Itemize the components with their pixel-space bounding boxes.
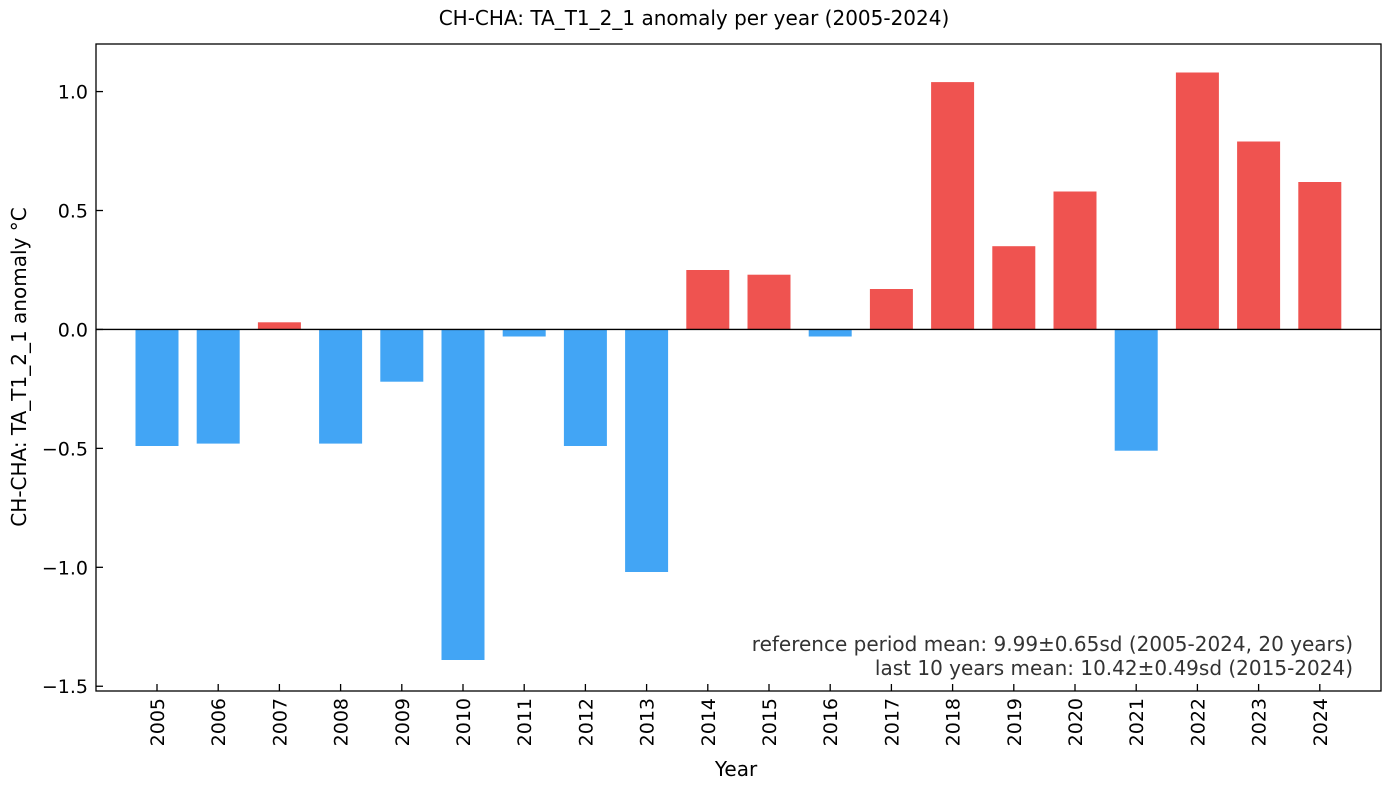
last-decade-mean-annotation: last 10 years mean: 10.42±0.49sd (2015-2… — [875, 656, 1353, 680]
bar-2017 — [869, 289, 913, 330]
bar-2013 — [625, 329, 669, 572]
bar-2011 — [502, 329, 546, 337]
reference-mean-annotation: reference period mean: 9.99±0.65sd (2005… — [752, 632, 1353, 656]
y-axis-title: CH-CHA: TA_T1_2_1 anomaly °C — [7, 207, 31, 526]
x-tick-label: 2012 — [575, 698, 597, 746]
bar-2016 — [808, 329, 852, 337]
y-tick-label: 1.0 — [58, 82, 88, 104]
x-tick-label: 2014 — [698, 698, 720, 746]
bar-2014 — [686, 270, 730, 330]
bar-2005 — [135, 329, 179, 446]
bar-2018 — [931, 82, 975, 330]
x-tick-label: 2010 — [453, 698, 475, 746]
x-axis-title: Year — [714, 757, 758, 781]
bars-group — [135, 72, 1342, 660]
bar-2015 — [747, 274, 791, 330]
x-tick-label: 2021 — [1126, 698, 1148, 746]
x-tick-label: 2008 — [331, 698, 353, 746]
x-tick-label: 2016 — [820, 698, 842, 746]
x-tick-label: 2018 — [943, 698, 965, 746]
bar-2023 — [1237, 141, 1281, 330]
bar-2012 — [563, 329, 607, 446]
chart-title: CH-CHA: TA_T1_2_1 anomaly per year (2005… — [439, 6, 950, 30]
bar-2006 — [196, 329, 240, 444]
bar-2019 — [992, 246, 1036, 330]
bar-2007 — [257, 322, 301, 330]
bar-2022 — [1175, 72, 1219, 330]
y-tick-label: 0.5 — [58, 201, 88, 223]
y-tick-label: −1.5 — [42, 676, 88, 698]
x-tick-label: 2019 — [1004, 698, 1026, 746]
x-tick-label: 2015 — [759, 698, 781, 746]
y-tick-label: −0.5 — [42, 438, 88, 460]
x-tick-label: 2024 — [1310, 698, 1332, 746]
bar-2010 — [441, 329, 485, 660]
bar-2009 — [380, 329, 424, 382]
x-tick-label: 2020 — [1065, 698, 1087, 746]
bar-2024 — [1298, 182, 1342, 330]
y-tick-label: −1.0 — [42, 557, 88, 579]
plot-frame — [95, 43, 1382, 692]
x-tick-label: 2007 — [269, 698, 291, 746]
x-tick-label: 2022 — [1187, 698, 1209, 746]
x-tick-label: 2006 — [208, 698, 230, 746]
x-tick-label: 2017 — [881, 698, 903, 746]
x-tick-label: 2011 — [514, 698, 536, 746]
x-tick-label: 2005 — [147, 698, 169, 746]
bar-2021 — [1114, 329, 1158, 451]
y-axis: −1.5 −1.0 −0.5 0.0 0.5 1.0 — [42, 82, 103, 698]
x-axis: 2005 2006 2007 2008 2009 2010 2011 2012 2013 2014… — [147, 684, 1332, 746]
bar-2008 — [319, 329, 363, 444]
x-tick-label: 2009 — [392, 698, 414, 746]
x-tick-label: 2023 — [1249, 698, 1271, 746]
bar-2020 — [1053, 191, 1097, 330]
y-tick-label: 0.0 — [58, 319, 88, 341]
x-tick-label: 2013 — [637, 698, 659, 746]
